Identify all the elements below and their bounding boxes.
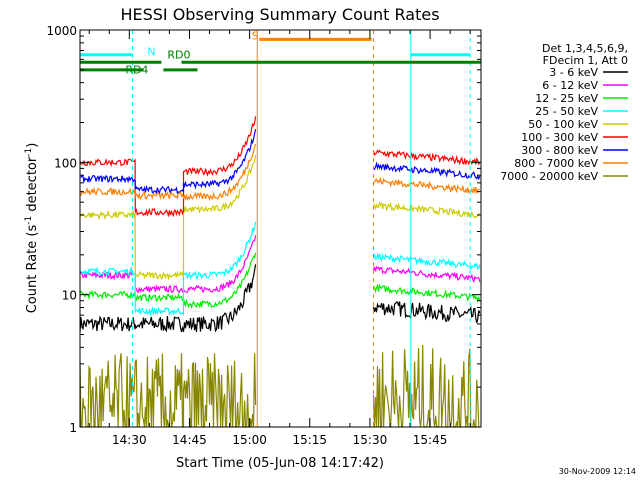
x-tick-label: 15:15 <box>292 433 327 447</box>
y-tick-label: 100 <box>54 156 77 170</box>
flag-label-s: S <box>252 29 259 42</box>
series-line-6 <box>80 129 481 196</box>
flag-label-n: N <box>147 46 155 59</box>
flag-label-rd0: RD0 <box>167 48 190 61</box>
legend-label: 50 - 100 keV <box>528 118 598 131</box>
x-axis-label: Start Time (05-Jun-08 14:17:42) <box>176 456 384 471</box>
legend-label: 6 - 12 keV <box>542 79 598 92</box>
footer-timestamp: 30-Nov-2009 12:14 <box>559 467 636 476</box>
legend: Det 1,3,4,5,6,9,FDecim 1, Att 03 - 6 keV… <box>500 42 628 183</box>
x-tick-label: 15:30 <box>353 433 388 447</box>
series-line-0 <box>79 264 481 333</box>
series-line-3 <box>79 221 481 317</box>
x-tick-label: 15:00 <box>232 433 267 447</box>
series-line-7 <box>79 143 481 202</box>
x-tick-label: 14:30 <box>112 433 147 447</box>
y-axis-label: Count Rate (s-1 detector-1) <box>24 143 40 314</box>
legend-header: Det 1,3,4,5,6,9, <box>542 42 628 55</box>
axes: 1 10 100 1000 14:30 14:45 15:00 15:15 15:30 15:45 <box>46 24 481 447</box>
series-line-8 <box>79 344 480 428</box>
flag-label-rd4: RD4 <box>125 63 148 76</box>
series-line-1 <box>79 235 481 294</box>
series-line-2 <box>79 252 481 310</box>
plot-frame <box>79 29 482 428</box>
y-tick-label: 1 <box>69 421 77 435</box>
legend-header: FDecim 1, Att 0 <box>543 54 628 67</box>
legend-label: 7000 - 20000 keV <box>500 170 598 183</box>
y-tick-label: 10 <box>62 289 77 303</box>
series-line-5 <box>79 116 481 218</box>
y-tick-label: 1000 <box>46 24 77 38</box>
legend-label: 25 - 50 keV <box>535 105 598 118</box>
series-line-4 <box>79 154 480 281</box>
x-tick-label: 14:45 <box>172 433 207 447</box>
chart-marks: N RD0 RD4 S <box>79 29 481 428</box>
chart-title: HESSI Observing Summary Count Rates <box>120 5 439 24</box>
legend-label: 12 - 25 keV <box>535 92 598 105</box>
legend-label: 100 - 300 keV <box>521 131 598 144</box>
legend-label: 800 - 7000 keV <box>514 157 598 170</box>
legend-label: 300 - 800 keV <box>521 144 598 157</box>
x-tick-label: 15:45 <box>413 433 448 447</box>
legend-label: 3 - 6 keV <box>549 66 598 79</box>
